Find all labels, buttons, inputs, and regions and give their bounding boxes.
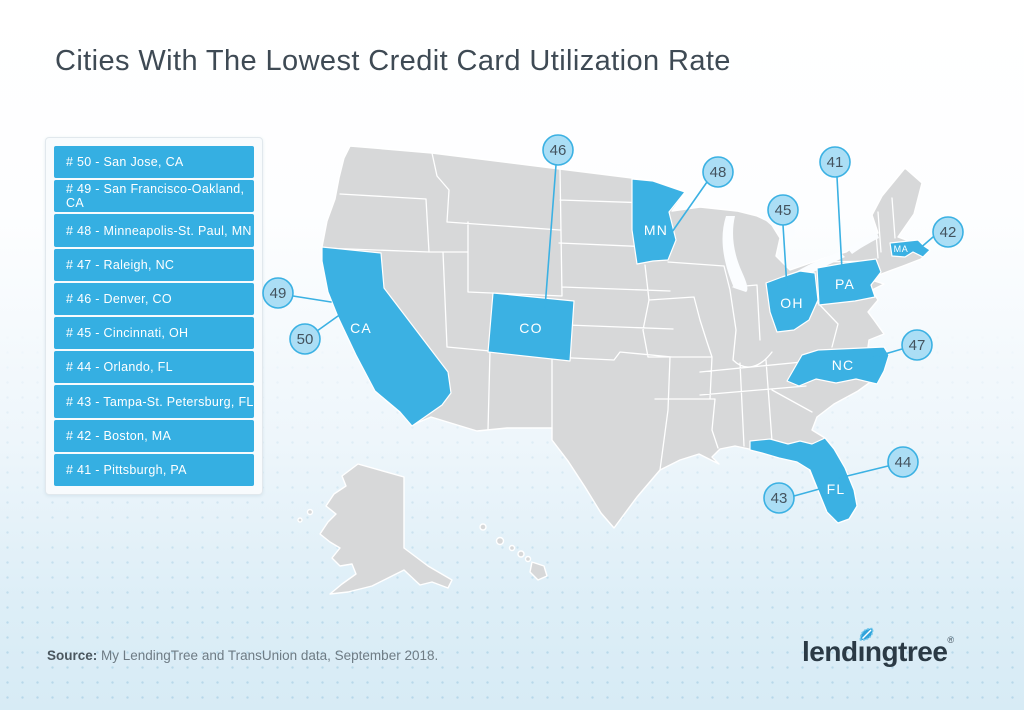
svg-text:47: 47 bbox=[909, 337, 926, 354]
callout-49: 49 bbox=[262, 277, 294, 309]
state-label-pa: PA bbox=[835, 276, 855, 292]
logo-text-before: lend bbox=[802, 636, 858, 667]
legend-item: # 44 - Orlando, FL bbox=[54, 351, 254, 384]
state-label-fl: FL bbox=[827, 481, 846, 497]
state-label-nc: NC bbox=[832, 357, 855, 373]
state-label-co: CO bbox=[519, 320, 542, 336]
callout-45: 45 bbox=[767, 194, 799, 226]
state-california bbox=[321, 246, 452, 427]
legend-item: # 47 - Raleigh, NC bbox=[54, 248, 254, 281]
callout-46: 46 bbox=[542, 134, 574, 166]
svg-text:44: 44 bbox=[895, 454, 912, 471]
ranking-legend: # 50 - San Jose, CA # 49 - San Francisco-… bbox=[45, 137, 263, 495]
callout-43: 43 bbox=[763, 482, 795, 514]
page-title: Cities With The Lowest Credit Card Utili… bbox=[55, 45, 731, 78]
svg-text:46: 46 bbox=[550, 142, 567, 159]
state-colorado bbox=[487, 292, 575, 362]
source-label: Source: bbox=[47, 648, 98, 663]
callout-48: 48 bbox=[702, 156, 734, 188]
legend-item: # 41 - Pittsburgh, PA bbox=[54, 453, 254, 487]
svg-text:43: 43 bbox=[771, 490, 788, 507]
legend-item: # 50 - San Jose, CA bbox=[54, 146, 254, 179]
callout-44: 44 bbox=[887, 446, 919, 478]
legend-item: # 49 - San Francisco-Oakland, CA bbox=[54, 180, 254, 213]
state-ohio bbox=[765, 270, 819, 333]
state-minnesota bbox=[631, 178, 686, 265]
source-note: Source: My LendingTree and TransUnion da… bbox=[47, 648, 438, 663]
alaska-shape bbox=[319, 463, 453, 595]
legend-item: # 45 - Cincinnati, OH bbox=[54, 317, 254, 350]
callout-50: 50 bbox=[289, 323, 321, 355]
lendingtree-logo: lendıngtree ® bbox=[802, 627, 954, 667]
state-label-oh: OH bbox=[780, 295, 803, 311]
state-pennsylvania bbox=[816, 258, 882, 306]
state-florida bbox=[749, 437, 858, 524]
hawaii-shape bbox=[479, 523, 548, 581]
state-north-carolina bbox=[786, 346, 890, 387]
callout-47: 47 bbox=[901, 329, 933, 361]
svg-text:42: 42 bbox=[940, 224, 957, 241]
state-label-ma: MA bbox=[894, 244, 909, 254]
callout-42: 42 bbox=[932, 216, 964, 248]
leaf-icon bbox=[859, 627, 874, 641]
svg-text:48: 48 bbox=[710, 164, 727, 181]
svg-text:50: 50 bbox=[297, 331, 314, 348]
state-borders bbox=[321, 152, 896, 471]
registered-mark: ® bbox=[947, 635, 954, 645]
svg-text:49: 49 bbox=[270, 285, 287, 302]
state-massachusetts bbox=[889, 239, 931, 258]
callout-lines bbox=[292, 164, 934, 497]
legend-item: # 48 - Minneapolis-St. Paul, MN bbox=[54, 214, 254, 247]
lake-ontario bbox=[848, 233, 879, 254]
logo-text-after: ıngtree bbox=[857, 636, 948, 667]
lake-michigan bbox=[722, 216, 748, 292]
state-label-ca: CA bbox=[350, 320, 372, 336]
alaska-island bbox=[297, 517, 303, 523]
alaska-island bbox=[306, 508, 314, 516]
source-text: My LendingTree and TransUnion data, Sept… bbox=[97, 648, 439, 663]
legend-item: # 42 - Boston, MA bbox=[54, 419, 254, 452]
legend-item: # 43 - Tampa-St. Petersburg, FL bbox=[54, 385, 254, 418]
callout-41: 41 bbox=[819, 146, 851, 178]
state-label-mn: MN bbox=[644, 222, 668, 238]
legend-item: # 46 - Denver, CO bbox=[54, 282, 254, 316]
svg-text:41: 41 bbox=[827, 154, 844, 171]
svg-text:45: 45 bbox=[775, 202, 792, 219]
